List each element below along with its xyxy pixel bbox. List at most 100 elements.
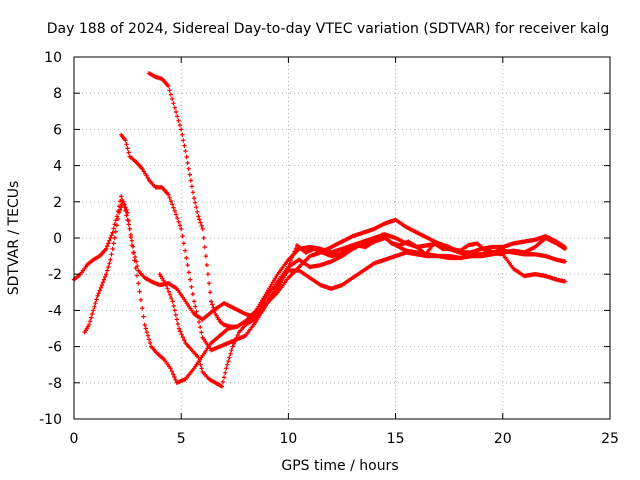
data-point — [184, 150, 187, 152]
data-point — [364, 246, 367, 248]
data-point — [221, 385, 223, 388]
data-point — [427, 237, 429, 239]
data-point — [373, 228, 376, 230]
data-point — [416, 246, 418, 248]
data-point — [244, 334, 247, 337]
data-point — [491, 246, 493, 248]
data-point — [167, 85, 170, 87]
data-point — [330, 251, 333, 254]
data-point — [309, 266, 311, 268]
data-point — [122, 201, 125, 203]
y-axis-label: SDTVAR / TECUs — [6, 181, 22, 296]
data-point — [459, 249, 461, 252]
data-point — [193, 367, 195, 370]
x-axis-label: GPS time / hours — [281, 458, 398, 474]
data-point — [223, 324, 225, 326]
data-point — [201, 228, 204, 230]
data-point — [227, 342, 230, 344]
data-point — [159, 273, 161, 276]
data-point — [92, 309, 95, 312]
data-point — [120, 195, 122, 198]
data-point — [244, 320, 247, 323]
data-point — [180, 228, 182, 230]
data-point — [197, 356, 200, 359]
axis-ticks: 0 5 10 15 20 25 -10 -8 -6 -4 -2 0 2 4 6 8 10 — [39, 50, 619, 447]
y-tick-label: -2 — [48, 267, 62, 283]
x-tick-label: 5 — [177, 431, 186, 447]
data-point — [373, 240, 376, 243]
data-point — [201, 354, 204, 357]
data-point — [219, 320, 221, 323]
data-point — [534, 273, 536, 276]
data-point — [128, 155, 131, 158]
chart-title: Day 188 of 2024, Sidereal Day-to-day VTE… — [47, 21, 609, 37]
data-point — [399, 244, 401, 246]
series-track-2 — [82, 199, 568, 385]
data-point — [564, 260, 566, 263]
data-point — [225, 367, 227, 370]
data-point — [341, 284, 343, 286]
data-point — [219, 345, 221, 348]
data-series — [71, 71, 568, 389]
data-point — [381, 233, 384, 236]
data-point — [88, 324, 90, 326]
data-point — [384, 222, 386, 225]
data-point — [484, 249, 487, 252]
data-point — [214, 313, 217, 315]
x-tick-label: 10 — [279, 431, 297, 447]
data-point — [238, 331, 240, 333]
data-point — [276, 291, 279, 294]
data-point — [544, 275, 547, 277]
data-point — [339, 253, 341, 256]
data-point — [184, 378, 187, 381]
data-point — [442, 248, 444, 250]
data-point — [111, 231, 114, 234]
data-point — [141, 168, 144, 170]
data-point — [341, 240, 343, 243]
data-point — [276, 273, 279, 276]
data-point — [229, 325, 232, 328]
data-point — [523, 240, 525, 243]
data-point — [493, 251, 496, 254]
data-point — [92, 258, 95, 261]
data-point — [148, 72, 150, 75]
data-point — [165, 284, 167, 286]
series-markers — [71, 194, 568, 322]
data-point — [287, 277, 290, 279]
data-point — [83, 331, 86, 333]
data-point — [512, 242, 515, 245]
data-point — [448, 255, 451, 257]
data-point — [512, 268, 515, 270]
data-point — [394, 255, 397, 257]
data-point — [201, 336, 204, 339]
data-point — [279, 284, 281, 286]
y-tick-label: 2 — [53, 195, 62, 211]
data-point — [255, 309, 257, 312]
data-point — [555, 240, 558, 243]
y-tick-label: 6 — [53, 122, 62, 138]
data-point — [236, 325, 238, 328]
data-point — [407, 240, 410, 243]
data-point — [309, 255, 311, 257]
data-point — [564, 280, 566, 283]
x-tick-label: 0 — [70, 431, 79, 447]
data-point — [394, 237, 397, 239]
data-point — [416, 253, 418, 256]
data-point — [223, 302, 225, 305]
data-point — [154, 76, 157, 78]
data-point — [330, 260, 333, 263]
data-point — [450, 248, 453, 250]
data-point — [321, 251, 324, 254]
data-point — [159, 284, 161, 286]
data-point — [373, 262, 376, 265]
data-point — [154, 186, 157, 189]
data-point — [169, 367, 172, 370]
data-point — [244, 313, 247, 315]
data-point — [459, 257, 461, 259]
data-point — [564, 246, 566, 248]
data-point — [351, 277, 354, 279]
data-point — [319, 284, 322, 286]
data-point — [105, 248, 107, 250]
data-point — [309, 277, 311, 279]
y-tick-label: -8 — [48, 376, 62, 392]
